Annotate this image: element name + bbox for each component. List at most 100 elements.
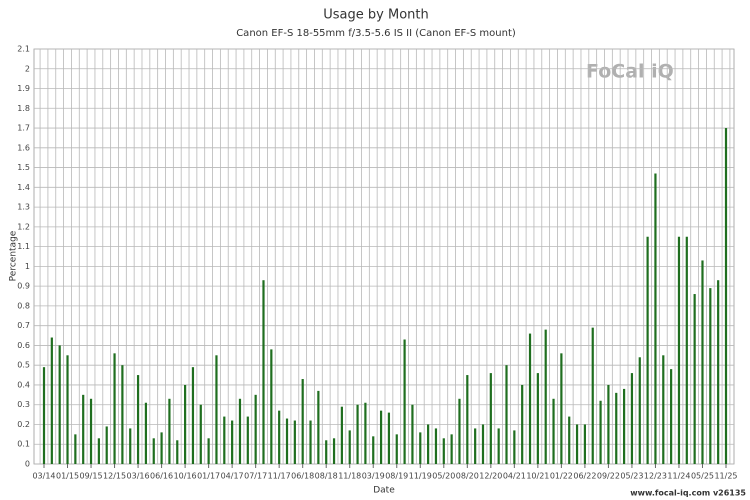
bar bbox=[89, 398, 93, 464]
bar bbox=[693, 294, 696, 464]
y-tick-label: 2 bbox=[25, 64, 30, 73]
bar bbox=[442, 438, 445, 464]
x-tick-label: 04/21 bbox=[503, 472, 526, 481]
bar bbox=[317, 390, 320, 464]
x-tick-label: 03/14 bbox=[32, 472, 55, 481]
bar bbox=[348, 430, 351, 464]
y-tick-label: 0.6 bbox=[17, 341, 30, 350]
bar bbox=[176, 440, 179, 464]
y-tick-label: 0.3 bbox=[17, 400, 30, 409]
x-tick-label: 12/23 bbox=[644, 472, 667, 481]
bar bbox=[544, 329, 547, 464]
bar bbox=[215, 355, 218, 464]
bar bbox=[387, 412, 391, 464]
bar bbox=[466, 375, 469, 464]
bar bbox=[419, 432, 422, 464]
bar bbox=[724, 128, 728, 465]
x-tick-label: 12/15 bbox=[103, 472, 126, 481]
bar bbox=[403, 339, 406, 464]
logo: FoCal iQ bbox=[586, 61, 674, 83]
bar bbox=[670, 369, 673, 464]
x-tick-label: 11/18 bbox=[338, 472, 361, 481]
bar bbox=[630, 373, 634, 464]
x-tick-label: 03/16 bbox=[127, 472, 150, 481]
y-tick-label: 2.1 bbox=[17, 45, 30, 54]
bar bbox=[560, 353, 563, 464]
bar bbox=[254, 394, 257, 464]
bar bbox=[513, 430, 516, 464]
bar bbox=[246, 416, 249, 464]
bar bbox=[521, 384, 524, 464]
y-tick-label: 0.9 bbox=[17, 282, 30, 291]
bar bbox=[372, 436, 375, 464]
y-tick-label: 1.9 bbox=[17, 84, 30, 93]
bar bbox=[82, 394, 85, 464]
bar bbox=[395, 434, 398, 464]
x-tick-label: 08/19 bbox=[385, 472, 408, 481]
bar bbox=[489, 373, 492, 464]
bar bbox=[191, 367, 195, 464]
x-tick-label: 03/19 bbox=[362, 472, 385, 481]
bar bbox=[709, 288, 712, 464]
bar bbox=[160, 432, 163, 464]
bar bbox=[497, 428, 500, 464]
bar bbox=[278, 410, 281, 464]
bar bbox=[434, 428, 438, 464]
bar bbox=[575, 424, 579, 464]
bar bbox=[50, 337, 53, 464]
bar bbox=[622, 388, 626, 464]
y-tick-label: 0.8 bbox=[17, 301, 30, 310]
bar bbox=[168, 398, 171, 464]
x-tick-label: 09/15 bbox=[80, 472, 103, 481]
bar bbox=[231, 420, 234, 464]
bar bbox=[646, 236, 649, 464]
y-tick-label: 1.3 bbox=[17, 203, 30, 212]
bar bbox=[97, 438, 100, 464]
bar bbox=[144, 402, 148, 464]
x-tick-label: 01/15 bbox=[56, 472, 79, 481]
y-axis-label: Percentage bbox=[9, 230, 19, 281]
bar bbox=[662, 355, 665, 464]
x-tick-label: 05/20 bbox=[432, 472, 455, 481]
x-tick-label: 04/17 bbox=[221, 472, 244, 481]
y-tick-label: 1 bbox=[25, 262, 30, 271]
x-tick-label: 05/23 bbox=[620, 472, 643, 481]
x-axis-label: Date bbox=[373, 486, 395, 496]
bar bbox=[356, 404, 359, 464]
bar bbox=[701, 260, 704, 464]
y-tick-label: 0 bbox=[25, 460, 30, 469]
y-tick-label: 1.7 bbox=[17, 124, 30, 133]
x-tick-label: 01/17 bbox=[197, 472, 220, 481]
bar bbox=[293, 420, 296, 464]
x-tick-label: 06/18 bbox=[291, 472, 314, 481]
chart-subtitle: Canon EF-S 18-55mm f/3.5-5.6 IS II (Cano… bbox=[236, 28, 516, 39]
bar bbox=[364, 402, 367, 464]
bar bbox=[685, 236, 688, 464]
bar bbox=[450, 434, 453, 464]
bar bbox=[301, 379, 304, 464]
x-tick-label: 01/22 bbox=[550, 472, 573, 481]
bar bbox=[199, 404, 202, 464]
bar bbox=[223, 416, 226, 464]
bar bbox=[411, 404, 414, 464]
bar bbox=[285, 418, 289, 464]
bar bbox=[379, 410, 383, 464]
x-tick-label: 05/25 bbox=[691, 472, 714, 481]
x-tick-label: 06/22 bbox=[573, 472, 596, 481]
x-tick-label: 11/24 bbox=[667, 472, 690, 481]
bar bbox=[66, 355, 69, 464]
y-tick-label: 1.1 bbox=[17, 242, 30, 251]
chart-title: Usage by Month bbox=[323, 8, 428, 23]
bar bbox=[427, 424, 430, 464]
x-tick-label: 10/21 bbox=[526, 472, 549, 481]
y-tick-label: 0.4 bbox=[17, 380, 30, 389]
y-tick-label: 0.5 bbox=[17, 361, 30, 370]
bar bbox=[481, 424, 485, 464]
bar bbox=[615, 392, 618, 464]
bar bbox=[184, 384, 187, 464]
x-tick-label: 08/20 bbox=[456, 472, 479, 481]
y-tick-label: 1.8 bbox=[17, 104, 30, 113]
y-tick-label: 1.2 bbox=[17, 222, 30, 231]
bar bbox=[536, 373, 539, 464]
bar bbox=[113, 353, 116, 464]
